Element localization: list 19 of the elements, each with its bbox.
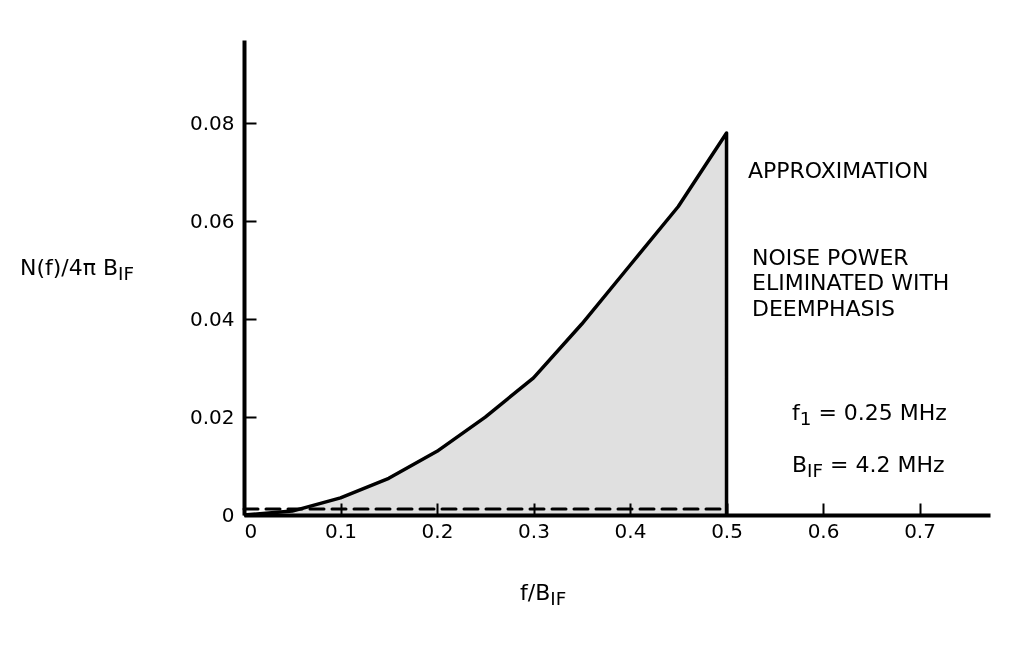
x-axis-title: f/B$_{IF}$	[520, 580, 567, 610]
y-axis-title: N(f)/4π B$_{IF}$	[20, 255, 135, 285]
y-tick-label: 0.02	[189, 404, 235, 429]
x-tick-label: 0.2	[421, 518, 454, 543]
annotation: f$_{1}$ = 0.25 MHz	[792, 400, 947, 430]
annotation: APPROXIMATION	[748, 158, 929, 184]
x-tick-label: 0.7	[904, 518, 936, 543]
x-tick-label: 0.3	[518, 518, 550, 543]
y-tick-label: 0.06	[189, 208, 235, 233]
x-tick-label: 0.6	[807, 518, 840, 543]
x-tick-label: 0.5	[711, 518, 743, 543]
x-tick-label: 0	[244, 518, 258, 543]
x-tick-label: 0.1	[325, 518, 357, 543]
annotation: NOISE POWER ELIMINATED WITH DEEMPHASIS	[752, 245, 987, 321]
annotation: B$_{IF}$ = 4.2 MHz	[792, 452, 945, 482]
x-tick-label: 0.4	[614, 518, 647, 543]
y-tick-label: 0.04	[189, 306, 235, 331]
y-tick-label: 0.08	[189, 110, 235, 135]
y-tick-label: 0	[221, 502, 235, 527]
